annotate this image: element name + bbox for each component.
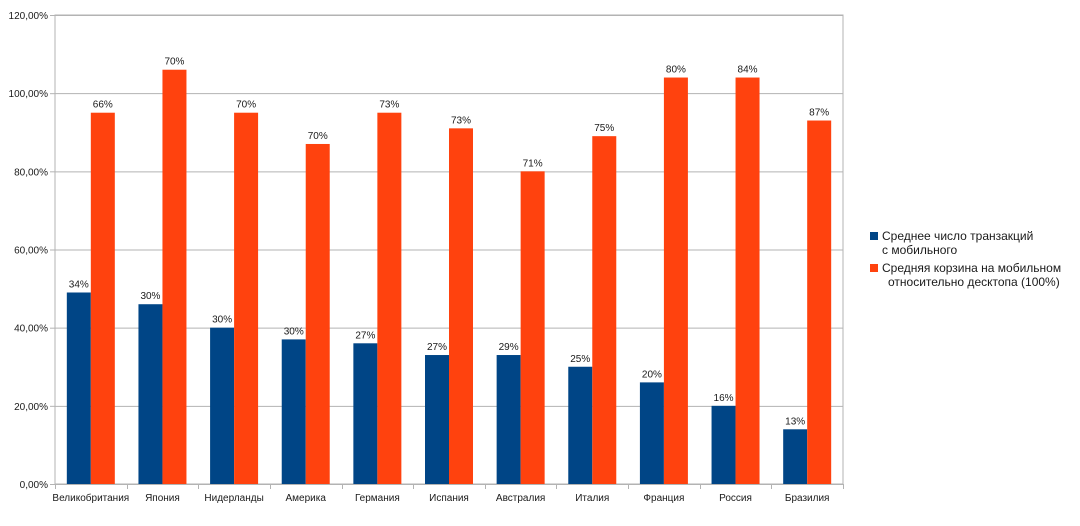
bar-series2-6: [449, 128, 473, 484]
data-label-series1: 30%: [140, 291, 160, 302]
data-label-series2: 71%: [523, 158, 543, 169]
y-tick-label: 40,00%: [14, 324, 48, 335]
x-category-label: Австралия: [496, 493, 545, 504]
y-tick-label: 20,00%: [14, 402, 48, 413]
data-label-series2: 73%: [379, 100, 399, 111]
data-label-series1: 30%: [212, 315, 232, 326]
bar-series2-4: [305, 143, 330, 484]
legend-swatch: [870, 264, 878, 272]
bar-series2-3: [234, 112, 259, 484]
bar-series1-11: [783, 429, 808, 484]
y-tick-label: 0,00%: [20, 480, 48, 491]
data-label-series1: 25%: [570, 354, 590, 365]
data-label-series2: 73%: [451, 115, 471, 126]
data-label-series1: 27%: [427, 342, 447, 353]
bar-series2-1: [90, 112, 115, 484]
y-tick-label: 100,00%: [9, 89, 49, 100]
x-category-label: Франция: [643, 493, 684, 504]
data-label-series1: 16%: [714, 393, 734, 404]
bar-series1-3: [210, 327, 235, 484]
data-label-series2: 84%: [738, 65, 758, 76]
y-tick-label: 80,00%: [14, 167, 48, 178]
x-category-label: Италия: [575, 493, 609, 504]
bar-series1-7: [496, 355, 521, 484]
data-label-series1: 13%: [785, 416, 805, 427]
bar-layer: 34% 66% 30% 70% 30% 70% 30% 70% 27% 73% 27% 73% 29% 7…: [66, 57, 832, 485]
data-label-series2: 70%: [236, 100, 256, 111]
data-label-series2: 80%: [666, 65, 686, 76]
data-label-series2: 66%: [93, 100, 113, 111]
data-label-series1: 34%: [69, 279, 89, 290]
x-category-label: Испания: [429, 493, 469, 504]
axis-layer: 0,00% 20,00% 40,00% 60,00% 80,00% 100,00% 120,…: [9, 11, 844, 504]
legend-label: Средняя корзина на мобильном: [882, 261, 1061, 275]
data-label-series1: 27%: [355, 330, 375, 341]
bar-series1-2: [138, 304, 163, 484]
x-category-label: Япония: [145, 493, 180, 504]
y-tick-label: 120,00%: [9, 11, 49, 22]
bar-series1-1: [66, 292, 91, 484]
x-category-label: Бразилия: [785, 493, 830, 504]
x-category-label: Германия: [355, 493, 400, 504]
bar-series1-6: [425, 355, 449, 484]
x-category-label: Нидерланды: [204, 493, 263, 504]
data-label-series1: 20%: [642, 369, 662, 380]
bar-series1-9: [639, 382, 664, 484]
data-label-series2: 70%: [308, 131, 328, 142]
legend-label: относительно десктопа (100%): [888, 275, 1060, 289]
bar-series2-7: [520, 171, 545, 485]
data-label-series2: 87%: [809, 108, 829, 119]
bar-series2-8: [592, 136, 617, 485]
bar-series1-4: [281, 339, 306, 484]
bar-series2-11: [807, 120, 832, 485]
bar-series2-9: [663, 77, 688, 485]
data-label-series2: 75%: [594, 123, 614, 134]
x-category-label: Великобритания: [52, 492, 129, 504]
data-label-series1: 30%: [284, 326, 304, 337]
bar-series1-5: [353, 343, 378, 484]
bar-series2-2: [162, 69, 187, 484]
bar-series2-5: [377, 112, 402, 484]
legend-swatch: [870, 232, 878, 240]
x-category-label: Америка: [286, 493, 327, 504]
bar-series1-8: [568, 366, 593, 484]
x-category-label: Россия: [719, 493, 752, 504]
legend-label: с мобильного: [882, 243, 958, 257]
bar-series1-10: [711, 405, 736, 484]
legend-label: Среднее число транзакций: [882, 229, 1033, 243]
bar-series2-10: [735, 77, 760, 485]
data-label-series2: 70%: [164, 57, 184, 68]
data-label-series1: 29%: [499, 342, 519, 353]
y-tick-label: 60,00%: [14, 246, 48, 257]
